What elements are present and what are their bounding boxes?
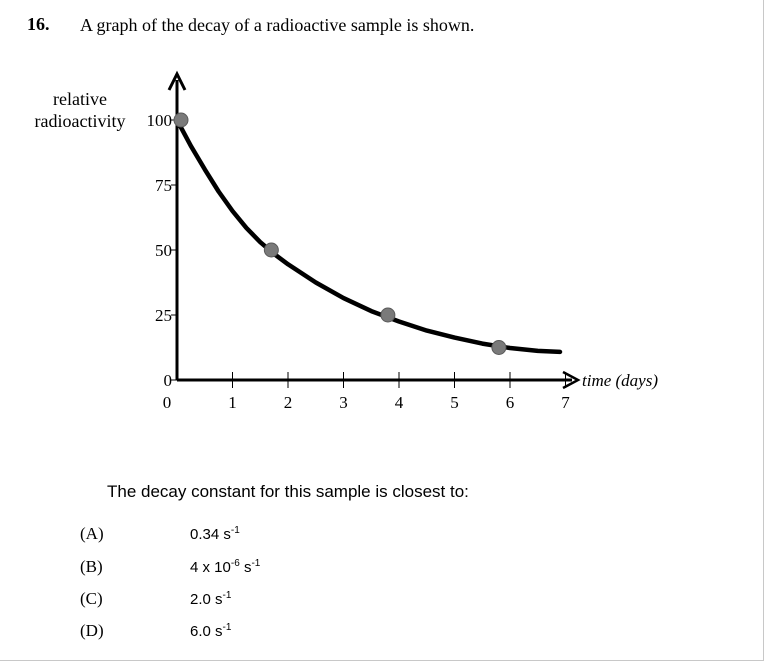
option-a-exponent: -1	[230, 525, 240, 536]
option-c-base: 2.0 s	[190, 591, 223, 608]
data-point-4	[491, 340, 507, 355]
y-tick-label-25: 25	[155, 306, 172, 325]
decay-curve	[174, 117, 563, 355]
y-tick-label-50: 50	[155, 241, 172, 260]
data-point-1	[173, 112, 189, 128]
option-b-exponent: -6	[230, 558, 240, 569]
y-axis-label: relative radioactivity	[20, 88, 140, 132]
option-c-exponent: -1	[222, 590, 232, 601]
x-tick-label-1: 1	[228, 393, 237, 412]
x-tick-label-6: 6	[506, 393, 515, 412]
y-tick-label-75: 75	[155, 176, 172, 195]
option-b-value[interactable]: 4 x 10-6 s-1	[190, 558, 260, 576]
x-axis-label: time (days)	[582, 371, 658, 390]
option-c-letter[interactable]: (C)	[80, 589, 103, 608]
y-axis-arrow-icon	[167, 70, 187, 91]
data-point-3	[380, 307, 396, 323]
option-b-base: 4 x 10	[190, 559, 231, 576]
y-axis-label-line-2: radioactivity	[34, 111, 126, 131]
x-tick-label-4: 4	[395, 393, 404, 412]
question-number: 16.	[27, 14, 50, 34]
y-tick-label-100: 100	[147, 111, 173, 130]
x-tick-label-0: 0	[163, 393, 172, 412]
option-d-value[interactable]: 6.0 s-1	[190, 622, 231, 640]
x-tick-label-5: 5	[450, 393, 459, 412]
option-d-base: 6.0 s	[190, 623, 223, 640]
option-a-value[interactable]: 0.34 s-1	[190, 525, 240, 543]
option-d-exponent: -1	[222, 622, 232, 633]
option-d-letter[interactable]: (D)	[80, 621, 104, 640]
x-axis-arrow-icon	[562, 370, 581, 390]
option-a-letter[interactable]: (A)	[80, 524, 104, 543]
option-b-unit-exponent: -1	[251, 558, 261, 569]
x-tick-label-3: 3	[339, 393, 348, 412]
question-text: A graph of the decay of a radioactive sa…	[80, 15, 475, 35]
data-point-2	[263, 242, 279, 258]
option-a-base: 0.34 s	[190, 526, 231, 543]
y-axis-label-line-1: relative	[53, 89, 107, 109]
question-prompt: The decay constant for this sample is cl…	[107, 482, 469, 501]
x-tick-label-7: 7	[561, 393, 570, 412]
y-tick-label-0: 0	[164, 371, 173, 390]
x-tick-label-2: 2	[284, 393, 293, 412]
option-b-letter[interactable]: (B)	[80, 557, 103, 576]
option-b-unit: s	[239, 559, 252, 576]
option-c-value[interactable]: 2.0 s-1	[190, 590, 231, 608]
